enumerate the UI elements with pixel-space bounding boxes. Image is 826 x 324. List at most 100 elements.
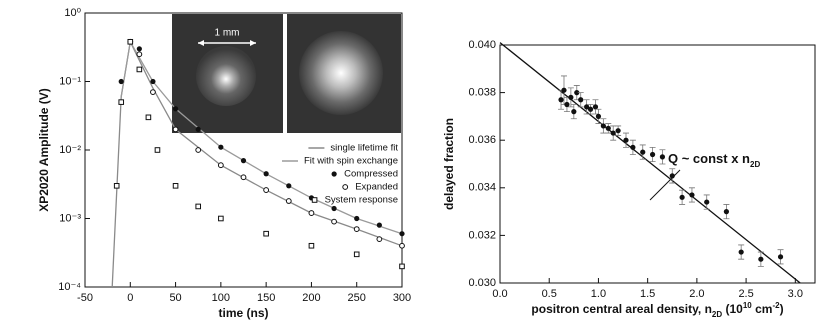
x-tick-label: 100 [212,292,230,304]
y-tick-label: 10⁻¹ [59,75,81,87]
point [155,148,160,153]
point [650,152,655,157]
legend-symbol [343,185,348,190]
legend-label: Compressed [344,169,398,180]
point [137,67,142,72]
point [623,138,628,143]
x-tick-label: 0.0 [492,288,507,300]
point [150,79,155,84]
legend-label: single lifetime fit [330,143,398,154]
point [354,252,359,257]
point [400,243,405,248]
point [241,175,246,180]
y-tick-label: 0.036 [468,134,496,146]
point [377,223,382,228]
point [286,183,291,188]
label-part: time (ns) [218,306,268,320]
x-tick-label: 150 [257,292,275,304]
point [561,88,566,93]
y-tick-label: 10⁻³ [59,212,81,224]
x-tick-label: 2.5 [738,288,753,300]
label-part: cm [752,302,773,316]
point [739,249,744,254]
x-tick-label: 1.0 [591,288,606,300]
x-axis-label: time (ns) [218,306,268,320]
label-part: Q ~ const x n [668,151,750,166]
point [758,257,763,262]
x-tick-label: 1.5 [640,288,655,300]
point [286,199,291,204]
point [218,163,223,168]
point [173,184,178,189]
point [630,145,635,150]
legend-label: System response [325,195,398,206]
point [377,237,382,242]
point [571,109,576,114]
point [660,154,665,159]
point [151,90,156,95]
point [173,106,178,111]
y-tick-label: 10⁰ [64,7,81,19]
point [146,115,151,120]
legend-label: Fit with spin exchange [304,156,398,167]
annotation: Q ~ const x n2D [668,151,760,168]
legend-symbol [312,198,317,203]
point [196,204,201,209]
point [399,231,404,236]
point [354,227,359,232]
point [219,216,224,221]
positron-spot [196,46,256,106]
point [616,128,621,133]
point [611,130,616,135]
point [119,79,124,84]
point [689,192,694,197]
x-tick-label: 250 [348,292,366,304]
x-tick-label: 2.0 [689,288,704,300]
positron-spot [299,31,383,115]
point [724,209,729,214]
point [593,104,598,109]
y-tick-label: 0.038 [468,87,496,99]
point [309,243,314,248]
point [119,100,124,105]
point [137,46,142,51]
y-tick-label: 10⁻² [59,144,81,156]
x-tick-label: 200 [302,292,320,304]
point [680,195,685,200]
point [309,211,314,216]
y-tick-label: 0.040 [468,39,496,51]
x-tick-label: -50 [77,292,93,304]
legend-label: Expanded [355,182,398,193]
point [264,231,269,236]
x-tick-label: 50 [169,292,181,304]
point [568,95,573,100]
x-tick-label: 0.5 [542,288,557,300]
y-tick-label: 0.034 [468,182,496,194]
point [128,39,133,44]
point [241,158,246,163]
point [354,216,359,221]
point [670,173,675,178]
point [778,254,783,259]
point [331,206,336,211]
point [173,127,178,132]
point [264,171,269,176]
label-part: positron central areal density, n [531,302,712,316]
point [218,145,223,150]
point [640,150,645,155]
y-tick-label: 10⁻⁴ [58,281,81,293]
x-tick-label: 3.0 [788,288,803,300]
point [588,107,593,112]
point [704,199,709,204]
scale-label: 1 mm [215,28,240,39]
point [596,114,601,119]
y-axis-label: delayed fraction [442,118,456,210]
point [137,52,142,57]
figure: 1 mm -5005010015020025030010⁻⁴10⁻³10⁻²10… [0,0,826,324]
label-part: (10 [722,302,743,316]
point [196,127,201,132]
legend-symbol [332,171,337,176]
x-tick-label: 300 [393,292,411,304]
point [578,97,583,102]
label-part: ) [780,302,784,316]
